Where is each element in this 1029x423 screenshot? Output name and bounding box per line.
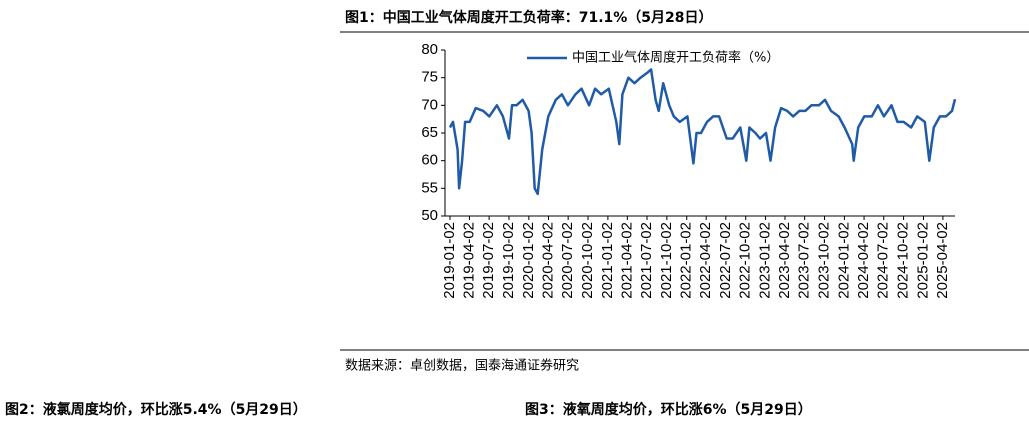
x-tick-label: 2020-04-02 [539, 222, 556, 299]
x-tick-label: 2024-10-02 [895, 222, 912, 299]
x-tick-label: 2023-04-02 [776, 222, 793, 299]
x-tick-label: 2020-01-02 [520, 222, 537, 299]
y-tick-label: 50 [421, 207, 438, 224]
data-line [448, 68, 957, 196]
x-tick-label: 2020-07-02 [559, 222, 576, 299]
x-tick-label: 2022-07-02 [717, 222, 734, 299]
x-tick-label: 2023-01-02 [757, 222, 774, 299]
y-tick-label: 70 [421, 96, 438, 113]
y-tick-label: 80 [421, 41, 438, 58]
y-tick-label: 55 [421, 179, 438, 196]
x-tick-label: 2022-10-02 [737, 222, 754, 299]
x-tick-label: 2022-04-02 [697, 222, 714, 299]
chart-title: 图1：中国工业气体周度开工负荷率：71.1%（5月28日） [345, 9, 713, 26]
source: 数据来源：卓创数据，国泰海通证券研究 [345, 358, 579, 374]
x-tick-label: 2021-10-02 [658, 222, 675, 299]
x-tick-label: 2019-04-02 [460, 222, 477, 299]
x-tick-label: 2023-10-02 [816, 222, 833, 299]
x-tick-label: 2021-01-02 [599, 222, 616, 299]
x-tick-label: 2021-07-02 [638, 222, 655, 299]
y-tick-label: 60 [421, 152, 438, 169]
x-tick-label: 2019-10-02 [500, 222, 517, 299]
x-tick-label: 2020-10-02 [579, 222, 596, 299]
x-tick-label: 2021-04-02 [618, 222, 635, 299]
x-tick-label: 2019-01-02 [441, 222, 458, 299]
x-tick-label: 2025-01-02 [914, 222, 931, 299]
y-tick-label: 65 [421, 124, 438, 141]
x-tick-label: 2024-01-02 [835, 222, 852, 299]
x-tick-label: 2019-07-02 [480, 222, 497, 299]
next-title: 图3：液氧周度均价，环比涨6%（5月29日） [525, 401, 812, 418]
y-tick-label: 75 [421, 69, 438, 86]
x-tick-label: 2023-07-02 [796, 222, 813, 299]
x-tick-label: 2024-04-02 [855, 222, 872, 299]
x-tick-label: 2024-07-02 [875, 222, 892, 299]
legend-label: 中国工业气体周度开工负荷率（%） [572, 50, 779, 66]
next-title: 图2：液氯周度均价，环比涨5.4%（5月29日） [5, 401, 307, 418]
x-tick-label: 2025-04-02 [934, 222, 951, 299]
x-tick-label: 2022-01-02 [678, 222, 695, 299]
